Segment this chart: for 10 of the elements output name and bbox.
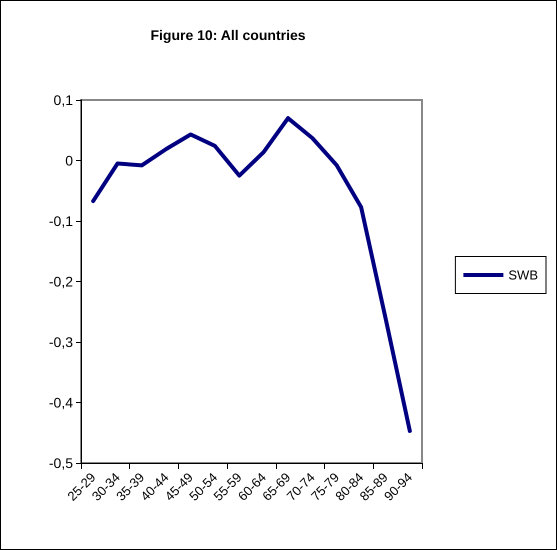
y-tick-label: -0,5 [48, 455, 74, 471]
y-tick-label: 0 [65, 152, 74, 168]
y-tick-label: -0,4 [48, 394, 74, 410]
y-tick-label: -0,2 [48, 274, 74, 290]
y-tick-label: -0,3 [48, 334, 74, 350]
line-series [91, 116, 412, 433]
chart-title: Figure 10: All countries [150, 27, 306, 43]
legend-label: SWB [508, 268, 538, 282]
y-tick-label: 0,1 [54, 92, 74, 108]
y-tick-label: -0,1 [48, 213, 74, 229]
